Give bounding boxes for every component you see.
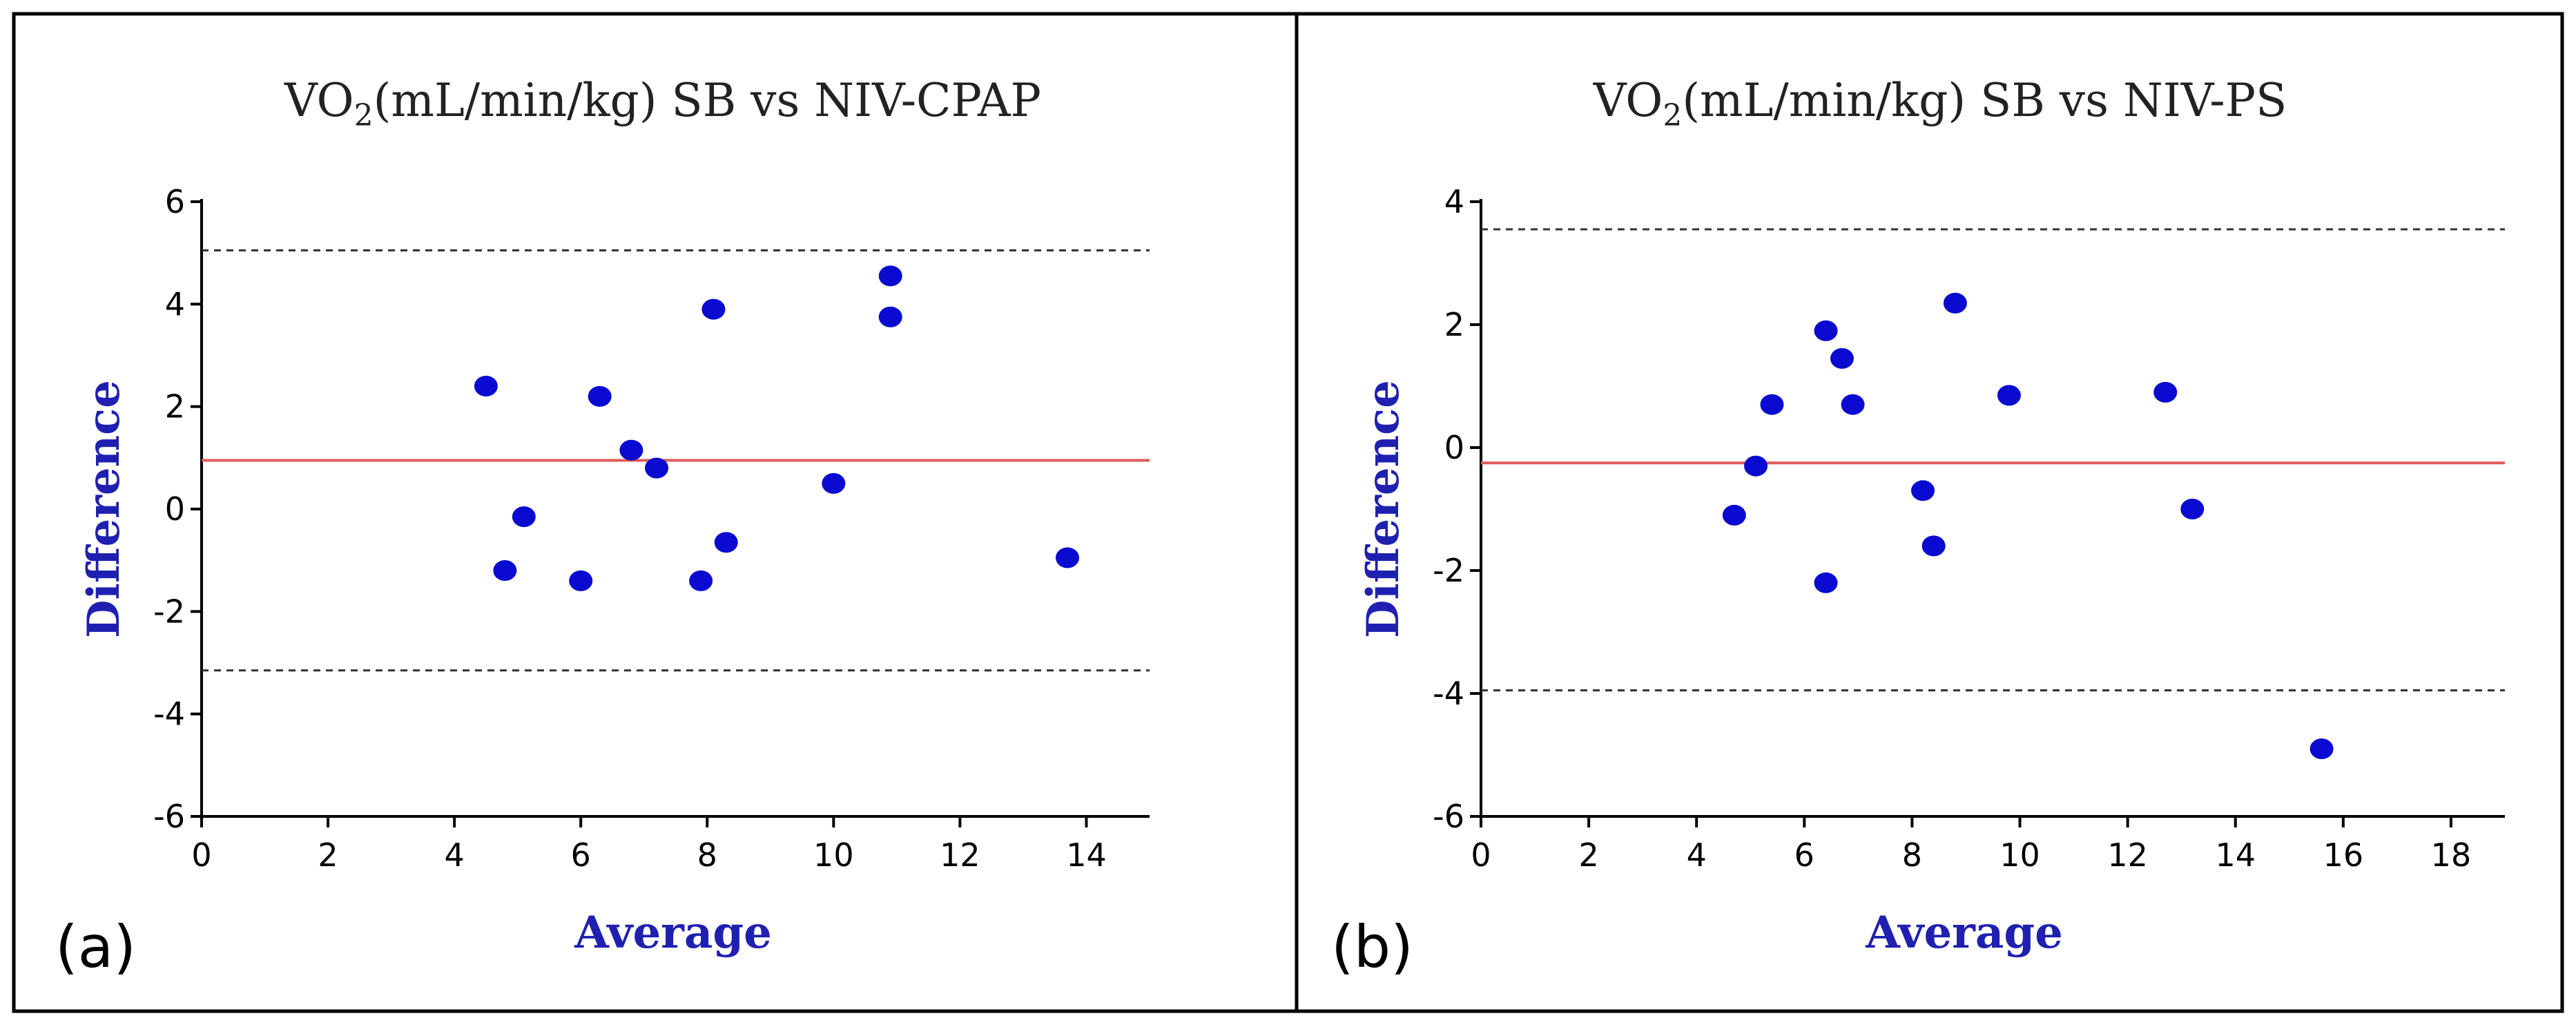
data-point xyxy=(474,376,498,396)
y-tick-label: 2 xyxy=(165,388,185,425)
data-point xyxy=(701,298,726,320)
data-point xyxy=(822,472,846,494)
y-tick-label: -4 xyxy=(1433,675,1464,712)
x-tick-label: 10 xyxy=(813,836,854,874)
chart-title: VO2(mL/min/kg) SB vs NIV-CPAP xyxy=(284,74,1041,133)
data-point xyxy=(878,265,902,287)
x-tick-label: 12 xyxy=(940,836,980,874)
y-tick-label: 4 xyxy=(165,285,185,323)
x-tick-label: 0 xyxy=(1471,836,1491,874)
panel-label: (a) xyxy=(55,913,136,981)
y-tick-label: 0 xyxy=(1444,429,1464,466)
x-tick-label: 14 xyxy=(2215,836,2256,874)
data-point xyxy=(1722,504,1746,526)
y-tick-label: -2 xyxy=(153,593,185,630)
data-point xyxy=(1921,535,1946,557)
data-point xyxy=(878,306,902,327)
data-point xyxy=(2309,738,2334,760)
data-point xyxy=(2153,381,2178,403)
data-point xyxy=(588,385,612,407)
x-tick-label: 4 xyxy=(1687,836,1707,874)
panel-b: VO2(mL/min/kg) SB vs NIV-PS -6 -4 -2 0 2 4 0 2 4 6… xyxy=(1331,74,2505,981)
panel-b-border xyxy=(1295,12,2564,1013)
x-tick-label: 18 xyxy=(2431,836,2472,874)
x-tick-label: 14 xyxy=(1066,836,1107,874)
x-tick-label: 2 xyxy=(318,836,338,874)
data-point xyxy=(1911,480,1935,501)
y-tick-label: 6 xyxy=(165,183,185,220)
x-axis-title: Average xyxy=(1865,907,2063,959)
x-tick-label: 2 xyxy=(1578,836,1598,874)
y-tick-label: 4 xyxy=(1444,183,1464,220)
data-point xyxy=(1830,347,1854,369)
data-point xyxy=(569,570,593,591)
x-tick-label: 0 xyxy=(191,836,211,874)
data-point xyxy=(2180,499,2205,519)
chart-title: VO2(mL/min/kg) SB vs NIV-PS xyxy=(1593,74,2287,133)
data-point xyxy=(512,506,536,528)
x-tick-label: 10 xyxy=(1999,836,2040,874)
y-tick-label: -4 xyxy=(153,696,185,733)
x-axis-title: Average xyxy=(574,907,772,959)
x-tick-label: 6 xyxy=(1794,836,1814,874)
x-tick-label: 6 xyxy=(571,836,591,874)
data-point xyxy=(1744,455,1768,477)
data-point xyxy=(1056,547,1080,568)
data-point xyxy=(645,457,669,479)
x-tick-label: 16 xyxy=(2323,836,2364,874)
panel-a: VO2(mL/min/kg) SB vs NIV-CPAP -6 -4 -2 0 2 4 6 0… xyxy=(55,74,1150,981)
data-point xyxy=(689,570,713,591)
y-axis-title: Difference xyxy=(1357,380,1409,638)
y-tick-label: 0 xyxy=(165,490,185,528)
y-tick-label: 2 xyxy=(1444,306,1464,343)
x-tick-label: 12 xyxy=(2107,836,2148,874)
data-point xyxy=(1760,394,1784,415)
y-tick-label: -6 xyxy=(1433,798,1464,835)
data-point xyxy=(493,560,517,581)
data-point xyxy=(1814,572,1838,593)
y-tick-label: -2 xyxy=(1433,552,1464,589)
data-point xyxy=(1814,320,1838,341)
x-tick-label: 8 xyxy=(1902,836,1922,874)
data-point xyxy=(1997,385,2021,406)
data-point xyxy=(1841,394,1865,415)
data-point xyxy=(1943,292,1967,314)
x-tick-label: 4 xyxy=(444,836,464,874)
panel-label: (b) xyxy=(1331,913,1413,981)
data-point xyxy=(714,532,738,553)
y-tick-label: -6 xyxy=(153,798,185,835)
data-point xyxy=(619,439,643,461)
x-tick-label: 8 xyxy=(697,836,717,874)
y-axis-title: Difference xyxy=(78,380,130,638)
